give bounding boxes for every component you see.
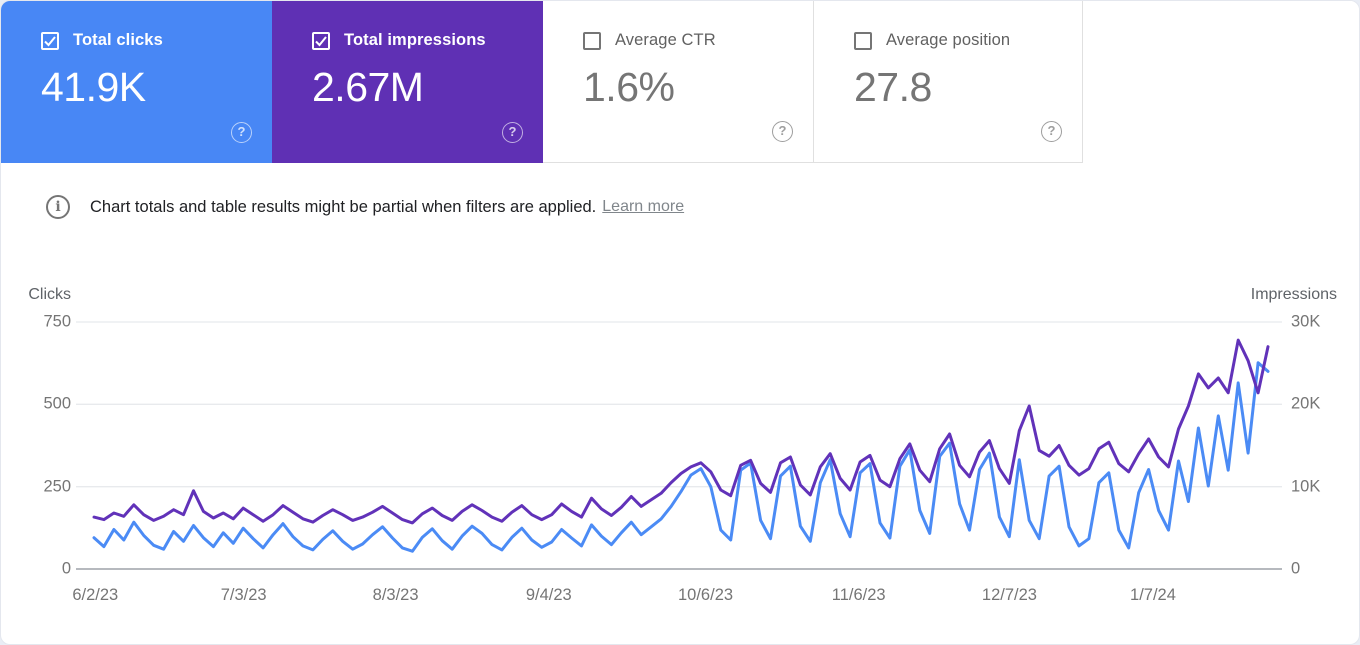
help-icon[interactable]: ? bbox=[1041, 121, 1062, 142]
x-axis-ticks: 6/2/23 7/3/23 8/3/23 9/4/23 10/6/23 11/6/23 12… bbox=[72, 569, 1282, 611]
card-label: Average position bbox=[886, 31, 1011, 49]
card-head: Average position bbox=[854, 31, 1082, 50]
help-icon[interactable]: ? bbox=[772, 121, 793, 142]
x-tick-label: 6/2/23 bbox=[72, 586, 119, 604]
card-head: Total impressions bbox=[312, 31, 543, 50]
y-tick-label: 750 bbox=[43, 312, 71, 331]
info-icon: i bbox=[46, 195, 70, 219]
average-ctr-value: 1.6% bbox=[583, 64, 675, 110]
metric-card-total-impressions[interactable]: Total impressions 2.67M ? bbox=[272, 1, 543, 163]
total-impressions-value: 2.67M bbox=[312, 64, 424, 110]
metric-card-average-position[interactable]: Average position 27.8 ? bbox=[813, 1, 1083, 163]
chart-canvas bbox=[76, 321, 1282, 570]
help-icon[interactable]: ? bbox=[231, 122, 252, 143]
metric-cards-row: Total clicks 41.9K ? Total impressions 2… bbox=[1, 1, 1359, 163]
x-tick-label: 11/6/23 bbox=[831, 586, 886, 604]
x-tick-label: 7/3/23 bbox=[220, 586, 267, 604]
x-tick-label: 10/6/23 bbox=[678, 586, 734, 604]
x-tick-label: 1/7/24 bbox=[1130, 586, 1176, 604]
checkmark-icon bbox=[315, 35, 327, 46]
metric-card-average-ctr[interactable]: Average CTR 1.6% ? bbox=[543, 1, 813, 163]
card-head: Total clicks bbox=[41, 31, 272, 50]
y-tick-label: 10K bbox=[1291, 477, 1321, 496]
card-label: Total impressions bbox=[344, 31, 486, 49]
x-tick-label: 9/4/23 bbox=[525, 586, 572, 604]
average-position-checkbox[interactable] bbox=[854, 31, 872, 50]
average-ctr-checkbox[interactable] bbox=[583, 31, 601, 50]
total-impressions-checkbox[interactable] bbox=[312, 31, 330, 50]
average-position-value: 27.8 bbox=[854, 64, 932, 110]
checkmark-icon bbox=[44, 35, 56, 46]
right-axis-ticks: 30K 20K 10K 0 bbox=[1282, 313, 1359, 578]
x-tick-label: 12/7/23 bbox=[981, 586, 1037, 604]
left-axis-title: Clicks bbox=[28, 286, 71, 303]
help-icon[interactable]: ? bbox=[502, 122, 523, 143]
total-clicks-checkbox[interactable] bbox=[41, 31, 59, 50]
notice-text: Chart totals and table results might be … bbox=[90, 197, 597, 216]
impressions-line bbox=[92, 338, 1270, 525]
card-label: Total clicks bbox=[73, 31, 163, 49]
right-axis-title: Impressions bbox=[1250, 286, 1337, 303]
left-axis-ticks: 750 500 250 0 bbox=[1, 313, 76, 578]
y-tick-label: 30K bbox=[1291, 312, 1321, 331]
chart-plot-area[interactable] bbox=[76, 321, 1282, 570]
y-tick-label: 0 bbox=[61, 559, 71, 578]
learn-more-link[interactable]: Learn more bbox=[602, 198, 685, 215]
partial-data-notice: i Chart totals and table results might b… bbox=[46, 194, 1359, 220]
clicks-line bbox=[92, 361, 1270, 553]
cards-row-filler bbox=[1083, 1, 1359, 163]
y-tick-label: 250 bbox=[43, 477, 71, 496]
y-tick-label: 0 bbox=[1291, 559, 1301, 578]
metric-card-total-clicks[interactable]: Total clicks 41.9K ? bbox=[1, 1, 272, 163]
y-tick-label: 500 bbox=[43, 394, 71, 413]
card-label: Average CTR bbox=[615, 31, 716, 49]
x-tick-label: 8/3/23 bbox=[372, 586, 419, 604]
performance-chart: Clicks Impressions 750 500 250 0 30K 20K 10K 0… bbox=[1, 286, 1359, 611]
card-head: Average CTR bbox=[583, 31, 813, 50]
y-tick-label: 20K bbox=[1291, 394, 1321, 413]
total-clicks-value: 41.9K bbox=[41, 64, 146, 110]
